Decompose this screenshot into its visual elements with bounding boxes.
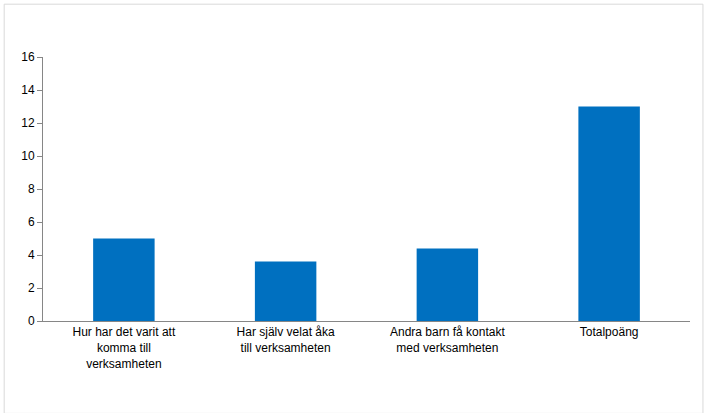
svg-text:10: 10 bbox=[21, 149, 35, 163]
svg-text:12: 12 bbox=[21, 116, 35, 130]
svg-text:8: 8 bbox=[28, 182, 35, 196]
svg-text:4: 4 bbox=[28, 248, 35, 262]
svg-text:16: 16 bbox=[21, 50, 35, 64]
svg-text:6: 6 bbox=[28, 215, 35, 229]
svg-text:Har själv velat åkatill verksa: Har själv velat åkatill verksamheten bbox=[237, 325, 335, 355]
svg-text:2: 2 bbox=[28, 281, 35, 295]
svg-text:Totalpoäng: Totalpoäng bbox=[580, 325, 639, 339]
svg-text:0: 0 bbox=[28, 314, 35, 328]
svg-text:14: 14 bbox=[21, 83, 35, 97]
svg-text:Andra barn få kontaktmed verks: Andra barn få kontaktmed verksamheten bbox=[390, 325, 505, 355]
svg-text:Hur har det varit attkomma til: Hur har det varit attkomma tillverksamhe… bbox=[73, 325, 176, 370]
